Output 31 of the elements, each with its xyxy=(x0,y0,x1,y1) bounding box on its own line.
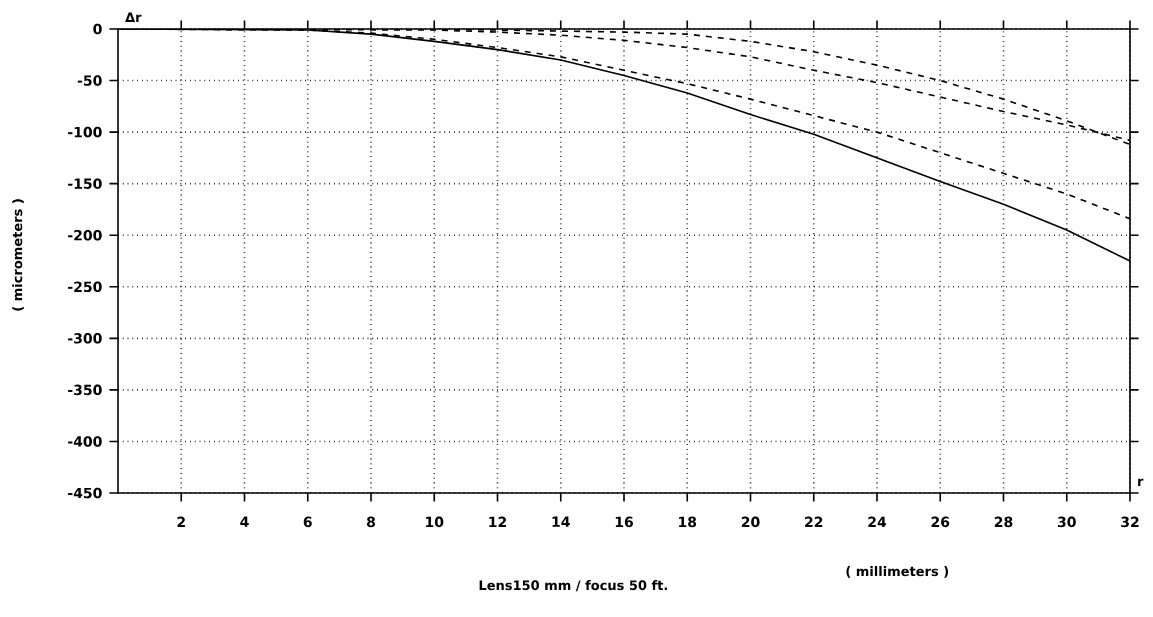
y-tick-label: -400 xyxy=(68,436,102,447)
x-tick-label: 2 xyxy=(177,516,185,527)
y-tick-label: -250 xyxy=(68,281,102,293)
x-tick-label: 26 xyxy=(931,516,950,528)
y-tick-label: -450 xyxy=(68,487,102,499)
x-tick-label: 16 xyxy=(615,516,633,528)
y-tick-label: -350 xyxy=(68,384,102,396)
text: Lens150 mm / focus 50 ft. xyxy=(479,580,667,592)
text: Δr xyxy=(125,12,142,22)
y-tick-label: -200 xyxy=(68,229,102,241)
y-tick-label: -100 xyxy=(68,126,102,138)
y-tick-label: -150 xyxy=(68,178,102,189)
x-tick-label: 8 xyxy=(366,516,376,528)
x-tick-label: 28 xyxy=(994,516,1013,528)
x-tick-label: 12 xyxy=(489,516,507,527)
text: r xyxy=(1138,478,1144,486)
x-tick-label: 10 xyxy=(426,516,444,528)
x-tick-label: 22 xyxy=(805,516,823,527)
x-tick-label: 24 xyxy=(868,516,887,527)
x-tick-label: 18 xyxy=(679,516,697,528)
x-tick-label: 14 xyxy=(552,516,570,527)
x-tick-label: 6 xyxy=(303,516,312,528)
x-axis-title: ( millimeters ) xyxy=(846,566,949,578)
y-tick-label: -50 xyxy=(77,75,102,86)
x-tick-label: 32 xyxy=(1121,516,1139,528)
y-tick-label: 0 xyxy=(93,23,102,35)
y-axis-title: ( micrometers ) xyxy=(12,199,24,311)
x-tick-label: 20 xyxy=(741,516,760,528)
y-tick-label: -300 xyxy=(68,333,102,344)
x-tick-label: 30 xyxy=(1057,516,1076,528)
x-tick-label: 4 xyxy=(240,516,249,527)
